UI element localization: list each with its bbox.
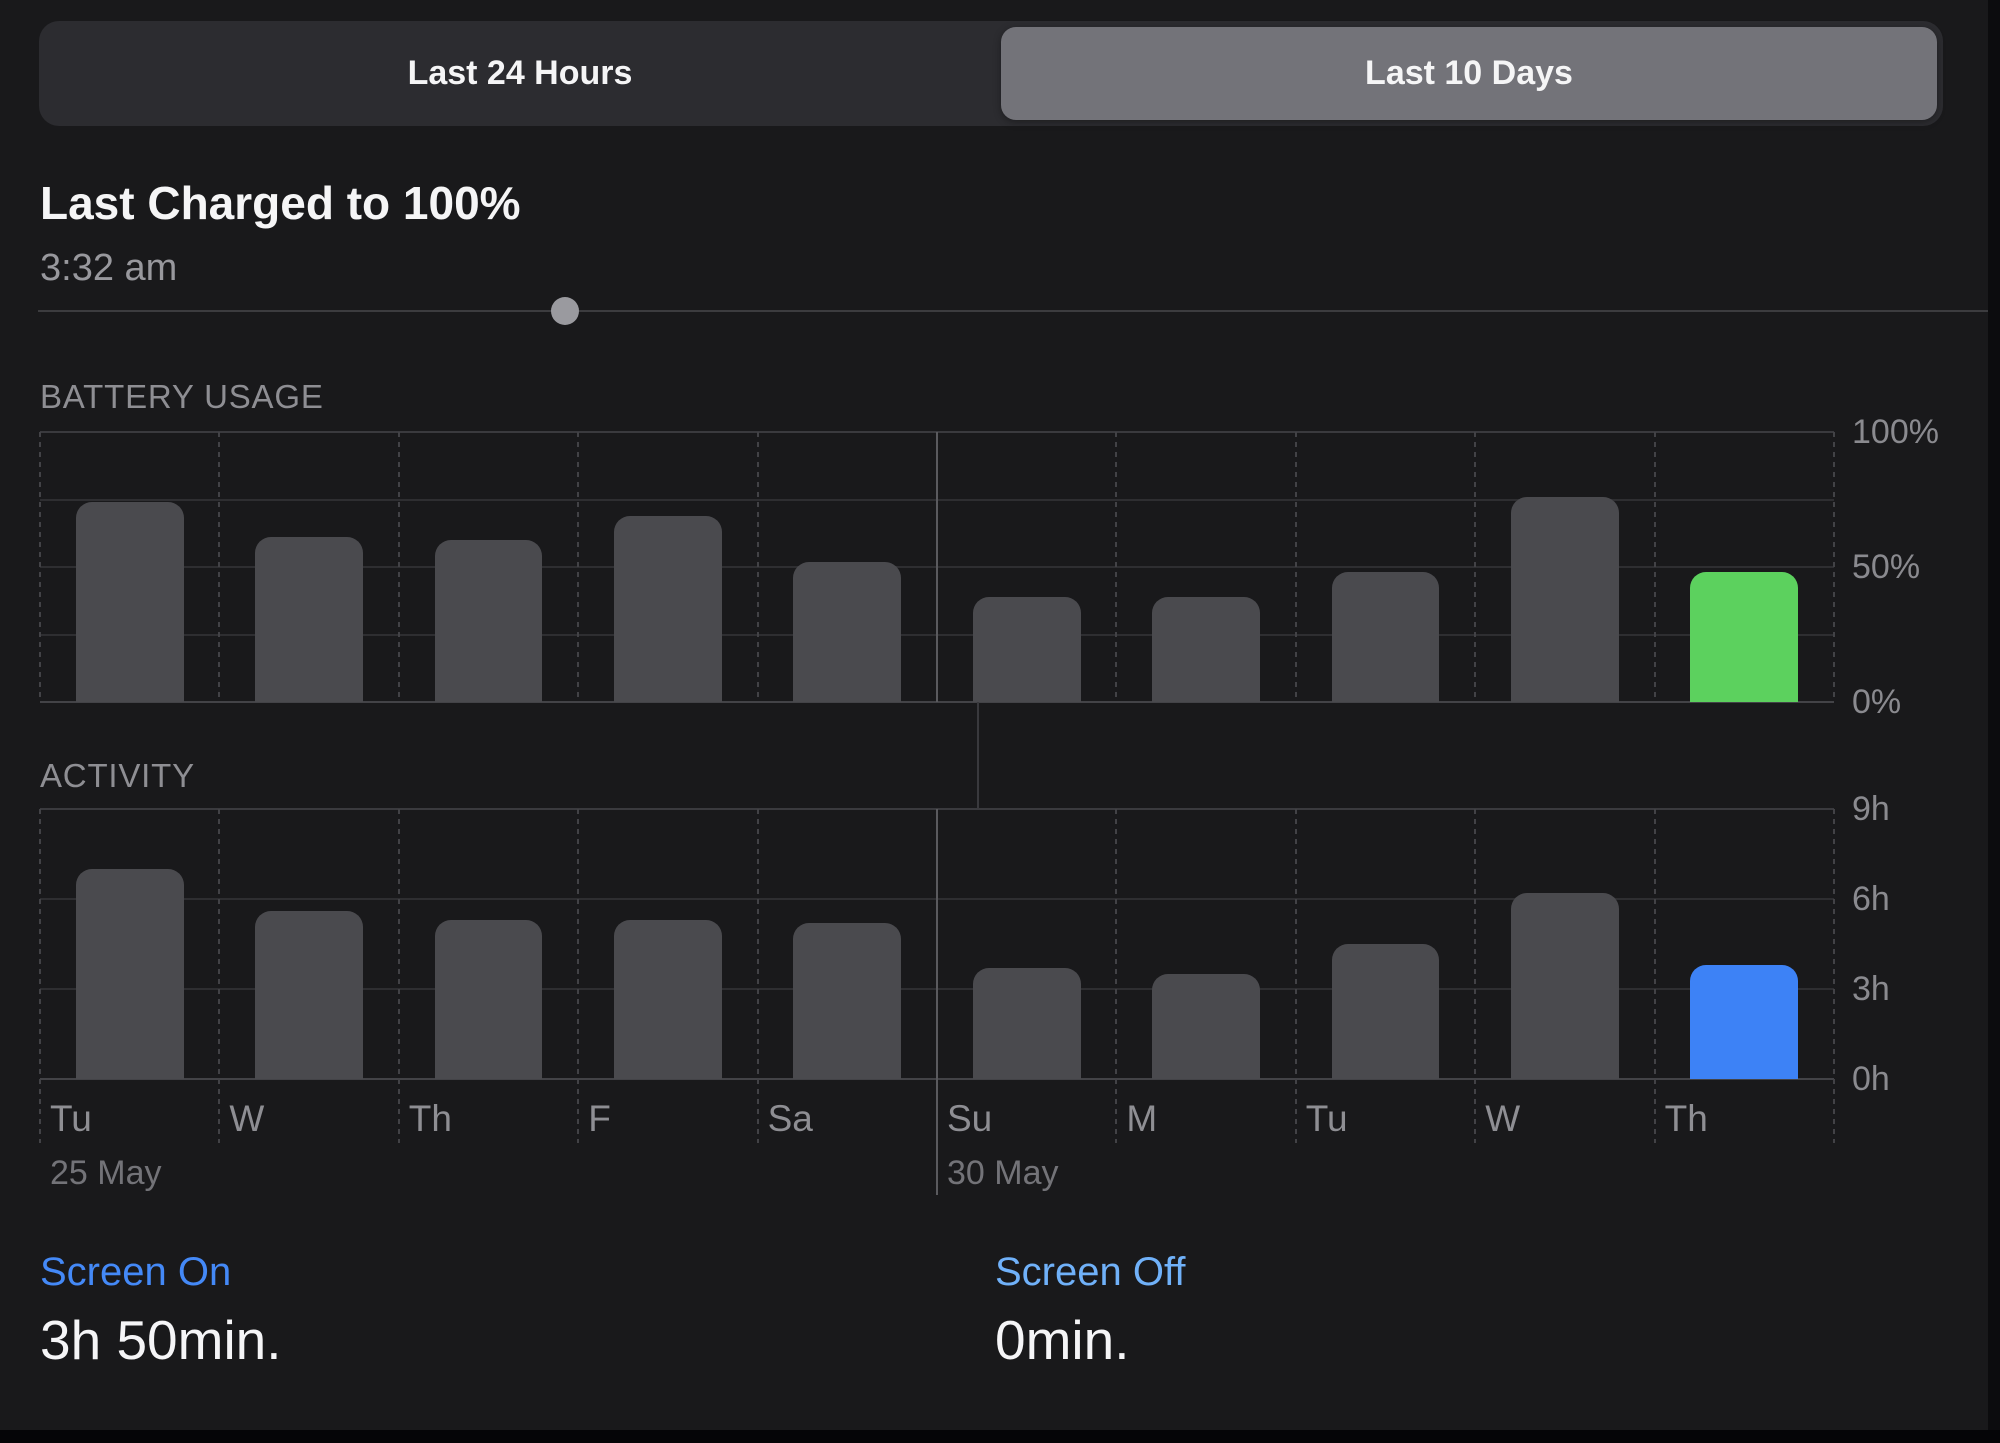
gridline-v xyxy=(1474,432,1477,702)
activity-section-title: ACTIVITY xyxy=(40,757,195,794)
gridline-v xyxy=(397,809,400,1079)
gridline-v xyxy=(1833,809,1835,1079)
battery-usage-bar-Th[interactable] xyxy=(434,540,543,702)
activity-bar-Tu[interactable] xyxy=(75,869,184,1079)
activity-chart: 0h 3h 6h 9h xyxy=(39,792,1890,1195)
axis-tick-tail xyxy=(756,1079,759,1143)
date-axis-labels: 25 May 30 May xyxy=(40,1154,1834,1198)
timeline-divider xyxy=(38,310,1988,312)
screen-edge xyxy=(1988,0,2000,1430)
activity-bar-Su[interactable] xyxy=(972,968,1081,1079)
day-label-Th: Th xyxy=(1664,1098,1708,1139)
gridline-v xyxy=(756,432,759,702)
axis-tick-tail xyxy=(1653,1079,1656,1143)
activity-bar-M[interactable] xyxy=(1152,974,1260,1079)
battery-usage-bar-Sa[interactable] xyxy=(793,561,902,702)
activity-bar-W[interactable] xyxy=(255,911,363,1079)
gridline-v xyxy=(577,432,580,702)
battery-usage-bar-Tu[interactable] xyxy=(75,502,184,702)
axis-tick-tail xyxy=(1294,1079,1297,1143)
axis-tick-tail xyxy=(397,1079,400,1143)
battery-usage-bar-M[interactable] xyxy=(1152,596,1260,702)
week-boundary-line xyxy=(977,702,979,809)
charge-marker-dot[interactable] xyxy=(551,297,579,325)
y-axis-label: 50% xyxy=(1852,548,1921,586)
date-label: 30 May xyxy=(947,1154,1059,1192)
axis-tick-tail xyxy=(577,1079,580,1143)
gridline-v xyxy=(756,809,759,1079)
gridline-v xyxy=(39,809,41,1079)
screen-on-value: 3h 50min. xyxy=(40,1309,282,1371)
y-axis-label: 9h xyxy=(1852,790,1890,828)
gridline-v xyxy=(39,432,41,702)
axis-tick-tail xyxy=(218,1079,221,1143)
screen-off-label: Screen Off xyxy=(995,1250,1186,1294)
gridline-v xyxy=(1474,809,1477,1079)
axis-tick-tail xyxy=(1474,1079,1477,1143)
y-axis-label: 6h xyxy=(1852,880,1890,918)
gridline-v xyxy=(1115,432,1118,702)
day-label-Su: Su xyxy=(947,1098,993,1139)
day-axis-labels: Tu W Th F Sa Su M Tu W Th xyxy=(40,1098,1834,1142)
battery-usage-bar-Th[interactable] xyxy=(1690,572,1799,702)
gridline-v xyxy=(1294,809,1297,1079)
gridline-v xyxy=(1833,432,1835,702)
gridline-v xyxy=(1115,809,1118,1079)
activity-bar-Tu[interactable] xyxy=(1331,944,1440,1079)
tab-last-24-hours[interactable]: Last 24 Hours xyxy=(407,54,633,92)
activity-bar-F[interactable] xyxy=(614,920,722,1079)
battery-usage-bar-Su[interactable] xyxy=(972,596,1081,702)
activity-bar-Sa[interactable] xyxy=(793,923,902,1079)
day-label-Tu: Tu xyxy=(1305,1098,1348,1139)
activity-bar-Th[interactable] xyxy=(434,920,543,1079)
y-axis-label: 0h xyxy=(1852,1060,1890,1098)
day-label-Tu: Tu xyxy=(50,1098,92,1139)
axis-tick-tail xyxy=(1833,1079,1835,1143)
y-axis-label: 3h xyxy=(1852,970,1890,1008)
y-axis-label: 100% xyxy=(1852,413,1939,451)
y-axis-label: 0% xyxy=(1852,683,1902,721)
activity-bar-Th[interactable] xyxy=(1690,965,1799,1079)
battery-usage-chart: 0% 50% 100% xyxy=(39,415,1939,719)
week-boundary-line xyxy=(936,432,938,702)
day-label-W: W xyxy=(1485,1098,1521,1139)
gridline-v xyxy=(577,809,580,1079)
tab-last-10-days[interactable]: Last 10 Days xyxy=(1001,27,1937,120)
battery-usage-bar-Tu[interactable] xyxy=(1331,572,1440,702)
gridline-v xyxy=(1653,432,1656,702)
screen-off-value: 0min. xyxy=(995,1309,1130,1371)
day-label-Sa: Sa xyxy=(767,1098,813,1139)
gridline-v xyxy=(397,432,400,702)
battery-usage-bar-W[interactable] xyxy=(255,537,363,702)
week-boundary-line xyxy=(936,809,938,1079)
gridline-v xyxy=(1294,432,1297,702)
last-charged-time: 3:32 am xyxy=(40,247,178,289)
battery-usage-section-title: BATTERY USAGE xyxy=(40,378,324,415)
time-range-segmented-control: Last 24 Hours Last 10 Days xyxy=(39,21,1943,126)
activity-bar-W[interactable] xyxy=(1511,893,1619,1079)
day-label-W: W xyxy=(229,1098,265,1139)
battery-usage-bar-F[interactable] xyxy=(614,515,722,702)
last-charged-title: Last Charged to 100% xyxy=(40,177,521,229)
day-label-Th: Th xyxy=(408,1098,452,1139)
gridline-v xyxy=(218,809,221,1079)
axis-tick-tail xyxy=(39,1079,41,1143)
date-label: 25 May xyxy=(50,1154,162,1192)
axis-tick-tail xyxy=(936,1079,938,1195)
day-label-F: F xyxy=(588,1098,611,1139)
screen-on-label: Screen On xyxy=(40,1250,232,1294)
gridline-h xyxy=(40,701,1834,703)
gridline-v xyxy=(218,432,221,702)
battery-usage-bar-W[interactable] xyxy=(1511,496,1619,702)
day-label-M: M xyxy=(1126,1098,1158,1139)
gridline-v xyxy=(1653,809,1656,1079)
axis-tick-tail xyxy=(1115,1079,1118,1143)
